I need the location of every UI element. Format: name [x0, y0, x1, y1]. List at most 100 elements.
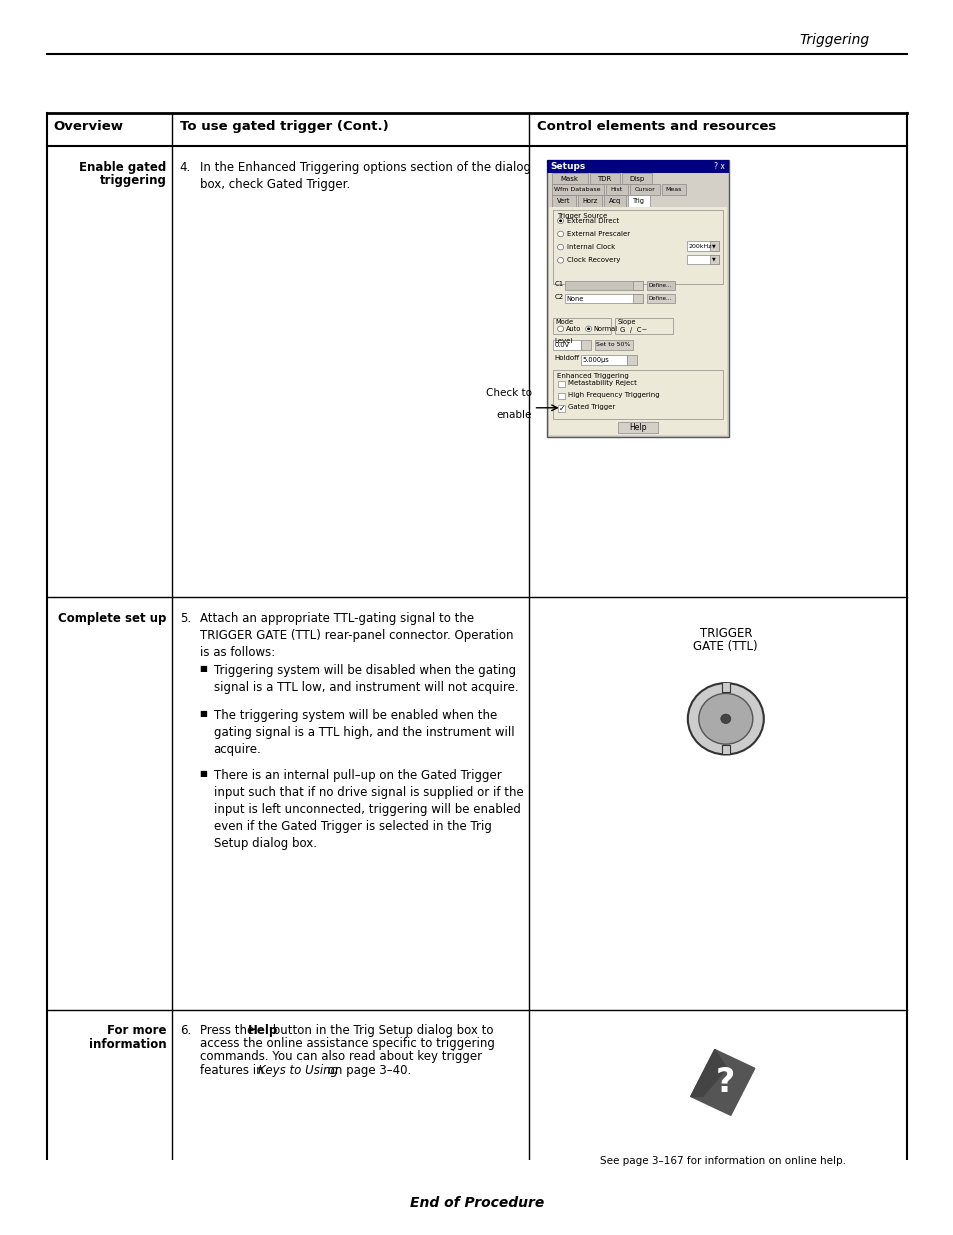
Text: Meas: Meas — [664, 188, 681, 193]
Bar — [627, 195, 649, 206]
Text: The triggering system will be enabled when the
gating signal is a TTL high, and : The triggering system will be enabled wh… — [213, 709, 514, 756]
Text: Help: Help — [628, 424, 646, 432]
Bar — [686, 254, 718, 264]
Bar — [557, 393, 564, 399]
Bar — [709, 254, 718, 264]
Text: Enable gated: Enable gated — [79, 161, 167, 174]
Bar — [632, 294, 642, 304]
Text: 0.0V: 0.0V — [554, 342, 569, 348]
Bar — [646, 294, 674, 304]
Bar — [564, 280, 642, 290]
Text: In the Enhanced Triggering options section of the dialog
box, check Gated Trigge: In the Enhanced Triggering options secti… — [199, 161, 530, 190]
Bar — [594, 340, 632, 350]
Text: Holdoff: Holdoff — [554, 356, 579, 361]
Circle shape — [557, 326, 563, 332]
Bar — [580, 340, 590, 350]
Text: External Prescaler: External Prescaler — [566, 231, 629, 237]
Text: None: None — [566, 296, 583, 301]
Bar — [603, 195, 625, 206]
Text: information: information — [89, 1039, 167, 1051]
Text: Attach an appropriate TTL-gating signal to the
TRIGGER GATE (TTL) rear-panel con: Attach an appropriate TTL-gating signal … — [199, 611, 513, 658]
Text: 4.: 4. — [179, 161, 191, 174]
Text: External Direct: External Direct — [566, 219, 618, 224]
Circle shape — [585, 326, 591, 332]
Bar — [721, 683, 729, 693]
Bar — [557, 380, 564, 387]
Text: Slope: Slope — [617, 320, 636, 326]
Text: Acq: Acq — [608, 198, 620, 204]
Bar — [552, 210, 721, 284]
Bar — [548, 206, 726, 435]
Text: Gated Trigger: Gated Trigger — [567, 404, 614, 410]
Text: Complete set up: Complete set up — [58, 611, 167, 625]
Text: ■: ■ — [199, 709, 208, 719]
Bar — [546, 159, 728, 173]
Bar — [577, 195, 601, 206]
Text: Mask: Mask — [560, 175, 578, 182]
Text: TRIGGER: TRIGGER — [699, 626, 751, 640]
Text: 200kHz: 200kHz — [688, 243, 711, 248]
Text: ▼: ▼ — [711, 257, 715, 262]
Bar — [629, 184, 659, 195]
Bar — [551, 195, 575, 206]
Text: Internal Clock: Internal Clock — [566, 245, 614, 251]
Text: Setups: Setups — [550, 162, 585, 170]
Circle shape — [557, 245, 563, 249]
Text: C2: C2 — [554, 294, 563, 300]
Text: Triggering system will be disabled when the gating
signal is a TTL low, and inst: Triggering system will be disabled when … — [213, 664, 517, 694]
Text: features in: features in — [199, 1063, 267, 1077]
Text: Control elements and resources: Control elements and resources — [536, 120, 775, 133]
Text: Enhanced Triggering: Enhanced Triggering — [556, 373, 628, 379]
Polygon shape — [690, 1050, 726, 1097]
Text: ?: ? — [716, 1066, 735, 1099]
Circle shape — [557, 257, 563, 263]
Text: Auto: Auto — [565, 326, 580, 332]
Text: on page 3–40.: on page 3–40. — [324, 1063, 411, 1077]
Bar — [552, 340, 580, 350]
Polygon shape — [690, 1050, 754, 1115]
Text: commands. You can also read about key trigger: commands. You can also read about key tr… — [199, 1051, 481, 1063]
Text: See page 3–167 for information on online help.: See page 3–167 for information on online… — [599, 1156, 845, 1166]
Circle shape — [698, 693, 752, 745]
Bar — [552, 370, 721, 419]
Text: Keys to Using: Keys to Using — [257, 1063, 337, 1077]
Text: access the online assistance specific to triggering: access the online assistance specific to… — [199, 1037, 494, 1050]
Text: Wfm Database: Wfm Database — [554, 188, 600, 193]
Text: Horz: Horz — [581, 198, 597, 204]
Text: ? x: ? x — [713, 162, 724, 170]
Text: Metastability Reject: Metastability Reject — [567, 380, 636, 385]
Text: ✓: ✓ — [558, 404, 564, 412]
Bar — [686, 242, 718, 251]
Text: button in the Trig Setup dialog box to: button in the Trig Setup dialog box to — [269, 1024, 494, 1037]
Bar — [646, 280, 674, 290]
Text: Cursor: Cursor — [634, 188, 655, 193]
Bar — [551, 173, 587, 184]
Bar — [557, 405, 564, 411]
Text: Trigger Source: Trigger Source — [556, 214, 606, 220]
Circle shape — [557, 231, 563, 237]
Text: Hist: Hist — [610, 188, 622, 193]
Text: 6.: 6. — [179, 1024, 191, 1037]
Text: Overview: Overview — [53, 120, 123, 133]
Text: High Frequency Triggering: High Frequency Triggering — [567, 391, 659, 398]
Circle shape — [687, 683, 763, 755]
Text: 5.000μs: 5.000μs — [582, 357, 609, 363]
Text: Set to 50%: Set to 50% — [596, 342, 630, 347]
Circle shape — [586, 327, 590, 330]
Bar — [709, 242, 718, 251]
Bar — [552, 317, 610, 335]
Text: End of Procedure: End of Procedure — [410, 1197, 543, 1210]
Bar — [721, 745, 729, 755]
Circle shape — [558, 220, 561, 222]
Circle shape — [720, 714, 730, 724]
Text: ■: ■ — [199, 768, 208, 778]
Text: Triggering: Triggering — [799, 33, 869, 47]
Bar — [589, 173, 618, 184]
Text: ▼: ▼ — [711, 243, 715, 248]
Text: triggering: triggering — [100, 174, 167, 186]
Bar — [564, 294, 642, 304]
Text: Clock Recovery: Clock Recovery — [566, 257, 619, 263]
Circle shape — [557, 219, 563, 224]
Bar — [614, 317, 672, 335]
Bar — [605, 184, 627, 195]
